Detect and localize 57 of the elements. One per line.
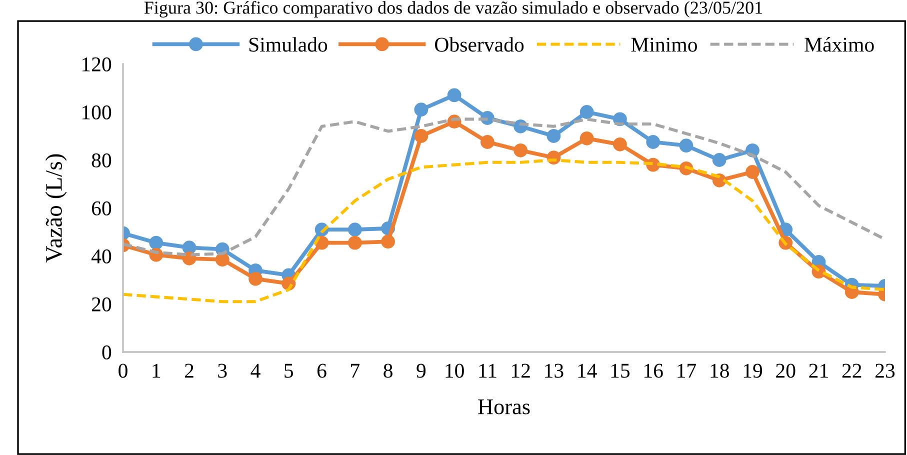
point (447, 88, 462, 102)
point (215, 252, 230, 267)
y-tick-label: 80 (92, 153, 112, 168)
y-tick-label: 40 (91, 249, 112, 264)
point (746, 165, 760, 179)
x-tick-label: 0 (118, 364, 128, 378)
x-tick-label: 14 (578, 364, 597, 378)
y-tick-label: 60 (92, 201, 112, 216)
point (646, 135, 660, 149)
x-tick-label: 4 (250, 364, 260, 378)
point (149, 236, 164, 250)
point (414, 129, 428, 143)
x-tick-label: 11 (479, 364, 496, 378)
x-tick-label: 6 (317, 364, 326, 378)
point (679, 138, 694, 153)
y-axis-title: Vazão (L/s) (45, 154, 67, 262)
x-tick-label: 5 (284, 364, 294, 378)
point (546, 129, 561, 143)
legend-label: Minimo (631, 38, 697, 52)
point (381, 234, 395, 249)
legend-label: Simulado (249, 37, 328, 52)
x-tick-label: 3 (218, 364, 227, 378)
x-tick-label: 22 (842, 364, 862, 378)
x-axis-title: Horas (478, 400, 530, 414)
point (248, 272, 262, 286)
x-tick-label: 23 (876, 364, 895, 378)
point (613, 137, 627, 152)
x-tick-label: 9 (416, 364, 426, 378)
x-tick-label: 19 (744, 364, 762, 378)
y-tick-label: 100 (82, 105, 112, 120)
x-tick-label: 18 (710, 364, 729, 378)
point (414, 102, 428, 117)
x-tick-label: 21 (809, 364, 828, 378)
x-tick-label: 20 (776, 364, 796, 378)
y-tick-label: 120 (82, 57, 112, 72)
x-tick-label: 2 (184, 364, 194, 378)
chart-title: Figura 30: Gráfico comparativo dos dados de vazão simulado e observado (23/05/201 (144, 0, 762, 18)
point (712, 153, 726, 167)
x-tick-label: 13 (545, 364, 564, 378)
point (514, 143, 528, 158)
x-tick-label: 10 (446, 364, 464, 378)
point (580, 105, 594, 119)
x-tick-label: 17 (678, 364, 696, 378)
x-tick-label: 15 (611, 364, 630, 378)
x-tick-label: 7 (351, 364, 360, 378)
x-tick-label: 1 (152, 364, 160, 378)
point (348, 236, 362, 250)
y-tick-label: 0 (102, 345, 112, 360)
x-tick-label: 8 (384, 364, 392, 378)
x-tick-label: 16 (644, 364, 663, 378)
legend-label: Observado (435, 37, 524, 52)
y-tick-label: 20 (92, 297, 112, 312)
point (348, 222, 362, 237)
legend-label: Máximo (804, 37, 874, 52)
point (480, 135, 494, 149)
point (580, 131, 594, 146)
x-tick-label: 12 (512, 364, 530, 378)
